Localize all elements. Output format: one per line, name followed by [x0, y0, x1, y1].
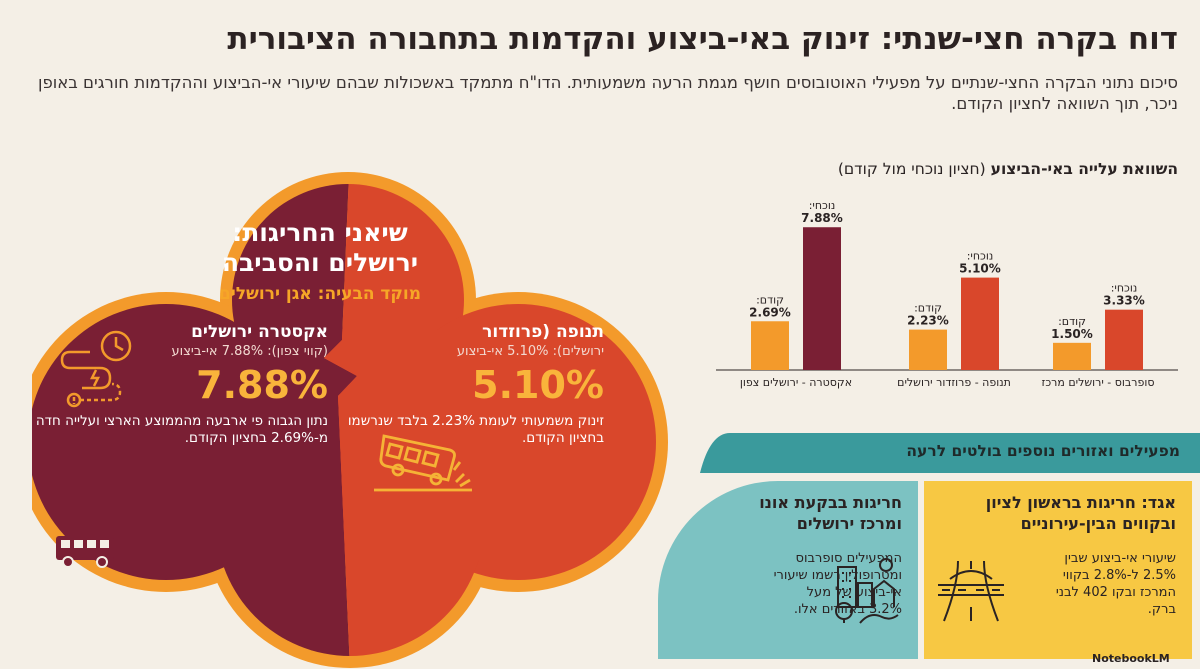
- card-yellow-title: אגד: חריגות בראשון לציון ובקווים הבין-עי…: [985, 493, 1176, 533]
- notebooklm-watermark: NotebookLM: [1092, 652, 1170, 665]
- bar-previous-0: [751, 321, 789, 370]
- card-ono-jerusalem: חריגות בבקעת אונו ומרכז ירושלים המפעילים…: [658, 481, 918, 659]
- bar-current-value-label-0: 7.88%: [801, 211, 843, 225]
- bar-previous-value-label-1: 2.23%: [907, 314, 949, 328]
- bar-previous-value-label-0: 2.69%: [749, 305, 791, 319]
- bar-chart: נוכחי:7.88%קודם:2.69%אקסטרה - ירושלים צפ…: [716, 199, 1178, 389]
- category-label-2: סופרבוס - ירושלים מרכז: [1042, 376, 1155, 389]
- bar-current-value-label-1: 5.10%: [959, 262, 1001, 276]
- tnufa-desc: זינוק משמעותי לעומת 2.23% בלבד שנרשמו בח…: [347, 412, 604, 447]
- tnufa-big-value: 5.10%: [472, 363, 604, 407]
- bar-previous-series-label-1: קודם:: [914, 302, 942, 315]
- cloud-shape: [32, 172, 668, 668]
- highway-interchange-icon: [938, 560, 1004, 622]
- page-subtitle: סיכום נתוני הבקרה החצי-שנתיים על מפעילי …: [37, 73, 1178, 114]
- extra-title: אקסטרה ירושלים: [191, 322, 328, 342]
- bar-current-series-label-2: נוכחי:: [1111, 282, 1138, 295]
- bus-crash-icon: [374, 434, 472, 492]
- extra-sub: (קווי צפון): 7.88% אי-ביצוע: [171, 344, 328, 359]
- bar-current-2: [1105, 309, 1143, 370]
- bus-icon: [56, 536, 114, 568]
- chart-title: השוואת עלייה באי-הביצוע (חציון נוכחי מול…: [837, 160, 1178, 178]
- tnufa-block: תנופה (פרוזדור ירושלים): 5.10% אי-ביצוע …: [344, 322, 604, 448]
- city-trees-icon: [835, 558, 899, 624]
- extra-desc: נתון הגבוה פי ארבעה מהממוצע הארצי ועלייה…: [35, 412, 328, 447]
- bar-current-series-label-0: נוכחי:: [809, 199, 836, 212]
- bar-previous-value-label-2: 1.50%: [1051, 327, 1093, 341]
- bar-current-series-label-1: נוכחי:: [967, 250, 994, 263]
- bar-current-0: [803, 227, 841, 370]
- bar-current-1: [961, 277, 999, 370]
- tnufa-sub: ירושלים): 5.10% אי-ביצוע: [456, 344, 604, 359]
- card-teal-text: המפעילים סופרבוס ומטרופולין רשמו שיעורי …: [773, 551, 902, 617]
- banner-shape: [700, 433, 1200, 473]
- card-egged: אגד: חריגות בראשון לציון ובקווים הבין-עי…: [924, 481, 1192, 659]
- bar-previous-series-label-0: קודם:: [756, 293, 784, 306]
- category-label-1: תנופה - פרוזדור ירושלים: [897, 376, 1011, 389]
- extra-jerusalem-block: אקסטרה ירושלים (קווי צפון): 7.88% אי-ביצ…: [28, 322, 328, 448]
- route-clock-icon: [60, 330, 132, 408]
- extra-big-value: 7.88%: [196, 363, 328, 407]
- card-yellow-text: שיעורי אי-ביצוע שבין 2.5% ל-2.8% בקווי ה…: [1055, 551, 1176, 617]
- bar-previous-series-label-2: קודם:: [1058, 315, 1086, 328]
- tnufa-title: תנופה (פרוזדור: [482, 322, 604, 342]
- cloud-focus-label: מוקד הבעיה: אגן ירושלים: [218, 284, 422, 304]
- banner-title: מפעילים ואזורים נוספים בולטים לרעה: [906, 442, 1180, 460]
- bar-previous-2: [1053, 342, 1091, 370]
- category-label-0: אקסטרה - ירושלים צפון: [740, 376, 852, 389]
- cloud-title: שיאני החריגות: ירושלים והסביבה: [221, 218, 419, 277]
- bar-current-value-label-2: 3.33%: [1103, 294, 1145, 308]
- card-teal-title: חריגות בבקעת אונו ומרכז ירושלים: [759, 493, 902, 533]
- page-title: דוח בקרה חצי-שנתי: זינוק באי-ביצוע והקדמ…: [227, 21, 1178, 57]
- bar-previous-1: [909, 329, 947, 370]
